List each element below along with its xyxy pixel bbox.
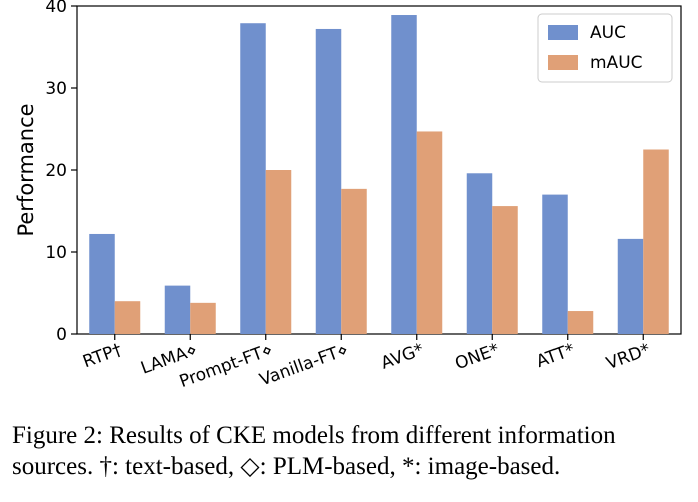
legend-label-mauc: mAUC	[590, 53, 643, 73]
bar-mauc	[190, 302, 216, 334]
figure-caption: Figure 2: Results of CKE models from dif…	[12, 422, 616, 480]
bar-auc	[617, 238, 644, 334]
x-tick-label: ONE*	[453, 340, 502, 374]
bar-auc	[240, 23, 266, 334]
bar-auc	[542, 194, 568, 334]
legend-label-auc: AUC	[590, 23, 626, 43]
y-axis-title: Performance	[14, 103, 38, 236]
bar-auc	[466, 173, 493, 334]
bar-mauc	[114, 301, 141, 334]
x-tick-label: AVG*	[378, 340, 426, 374]
x-tick-label: RTP†	[80, 340, 125, 373]
y-axis: 0 10 20 30 40	[45, 0, 77, 345]
bar-mauc	[643, 149, 669, 334]
bar-auc	[391, 15, 417, 335]
legend: AUC mAUC	[537, 13, 673, 83]
legend-swatch-auc	[548, 25, 578, 40]
bar-mauc	[416, 131, 443, 334]
bar-group	[89, 15, 669, 335]
bar-mauc	[341, 188, 367, 334]
bar-auc	[315, 28, 342, 335]
y-tick-label: 0	[56, 325, 67, 345]
x-axis: RTP† LAMA⋄Prompt-FT⋄Vanilla-FT⋄ AVG* ONE* AT…	[80, 334, 653, 392]
y-tick-label: 30	[45, 79, 67, 99]
y-tick-label: 40	[45, 0, 67, 17]
y-tick-label: 20	[45, 161, 67, 181]
y-tick-label: 10	[45, 243, 67, 263]
bar-mauc	[492, 206, 518, 334]
legend-swatch-mauc	[548, 55, 578, 70]
bar-mauc	[265, 170, 292, 334]
x-tick-label: ATT*	[534, 340, 578, 372]
bar-auc	[89, 233, 115, 334]
bar-mauc	[567, 311, 594, 334]
x-tick-label: VRD*	[604, 340, 653, 374]
bar-auc	[164, 285, 191, 334]
